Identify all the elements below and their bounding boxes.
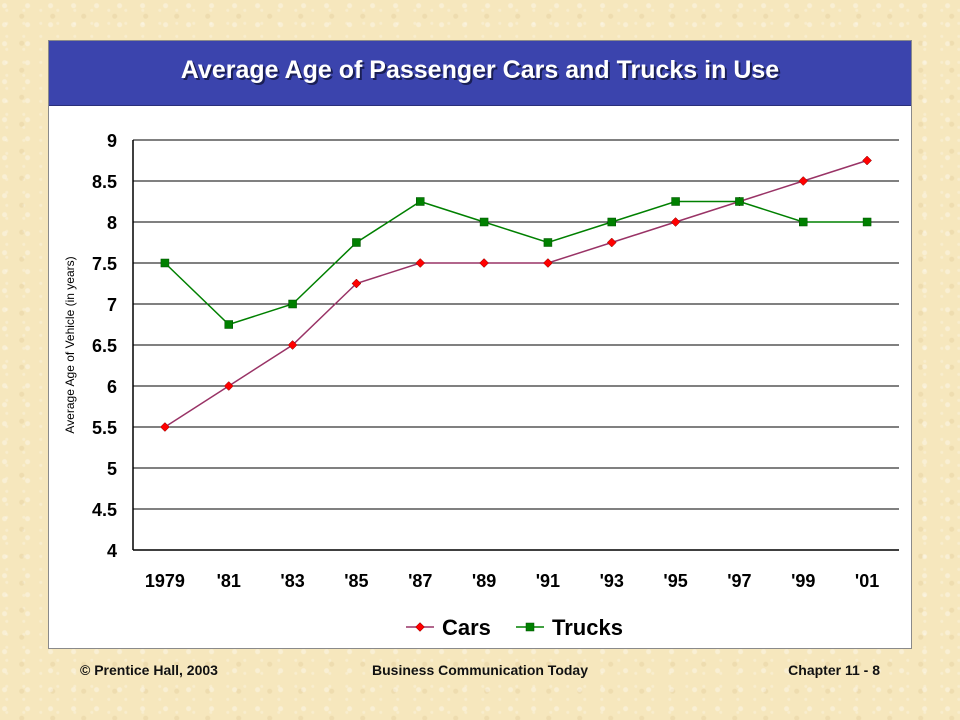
y-axis-label: Average Age of Vehicle (in years)	[63, 256, 77, 433]
x-tick-label: '91	[536, 571, 560, 591]
x-tick-label: '93	[600, 571, 624, 591]
cars-data-point	[415, 258, 426, 268]
x-tick-label: '99	[791, 571, 815, 591]
x-tick-label: '01	[855, 571, 879, 591]
cars-data-point	[862, 155, 872, 166]
y-tick-label: 8.5	[92, 172, 117, 192]
footer-copyright: © Prentice Hall, 2003	[80, 662, 218, 678]
x-tick-label: '89	[472, 571, 496, 591]
y-tick-label: 7	[107, 295, 117, 315]
cars-series-line	[164, 159, 868, 428]
x-tick-label: '87	[408, 571, 432, 591]
y-tick-label: 6	[107, 377, 117, 397]
x-tick-label: '85	[344, 571, 368, 591]
y-tick-label: 9	[107, 131, 117, 151]
trucks-data-point	[224, 320, 233, 329]
trucks-data-point	[416, 197, 425, 206]
cars-data-point	[606, 237, 617, 248]
cars-data-point	[223, 381, 234, 391]
trucks-data-point	[735, 197, 744, 206]
footer-chapter: Chapter 11 - 8	[788, 662, 880, 678]
trucks-data-point	[160, 258, 170, 268]
cars-data-point	[160, 422, 170, 432]
cars-data-point	[479, 258, 489, 268]
trucks-data-point	[607, 217, 616, 227]
x-tick-label: '97	[727, 571, 751, 591]
cars-data-point	[670, 217, 681, 227]
y-tick-label: 4	[107, 541, 117, 561]
trucks-data-point	[543, 238, 553, 247]
legend-trucks-label: Trucks	[552, 615, 623, 640]
cars-data-point	[543, 258, 553, 268]
y-tick-label: 8	[107, 213, 117, 233]
y-tick-label: 4.5	[92, 500, 117, 520]
legend-cars-label: Cars	[442, 615, 491, 640]
trucks-data-point	[352, 238, 361, 247]
trucks-series-line	[164, 200, 868, 326]
line-chart: 4 4.5 5 5.5 6 6.5 7 7.5 8 8.5 9 1979 '81 '83 '85 '87 '89…	[63, 131, 899, 640]
y-tick-label: 5	[107, 459, 117, 479]
cars-data-point	[287, 340, 298, 350]
y-tick-label: 7.5	[92, 254, 117, 274]
trucks-data-point	[799, 217, 808, 227]
footer-book-title: Business Communication Today	[372, 662, 588, 678]
y-tick-label: 6.5	[92, 336, 117, 356]
chart-panel: Average Age of Passenger Cars and Trucks…	[48, 40, 912, 649]
x-tick-label: '81	[217, 571, 241, 591]
cars-data-point	[351, 278, 362, 289]
y-tick-label: 5.5	[92, 418, 117, 438]
legend-cars-marker	[415, 622, 425, 632]
x-tick-label: 1979	[145, 571, 185, 591]
trucks-data-point	[862, 217, 872, 227]
legend-trucks-marker	[525, 622, 535, 632]
trucks-data-point	[479, 217, 489, 227]
x-tick-label: '95	[663, 571, 687, 591]
trucks-data-point	[671, 197, 680, 206]
cars-data-point	[798, 176, 809, 186]
trucks-data-point	[288, 299, 297, 309]
chart-title: Average Age of Passenger Cars and Trucks…	[180, 55, 780, 84]
title-bar: Average Age of Passenger Cars and Trucks…	[49, 41, 911, 106]
x-tick-label: '83	[280, 571, 304, 591]
